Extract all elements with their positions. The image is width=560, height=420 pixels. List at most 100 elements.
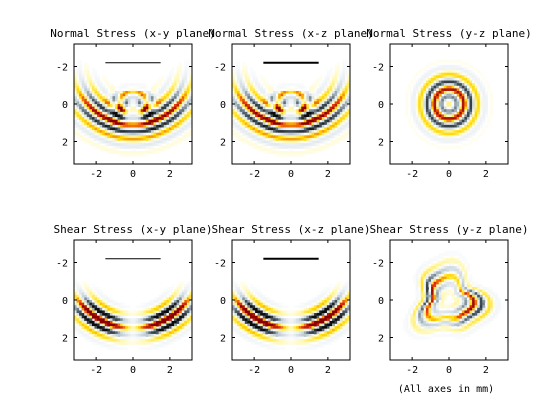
heatmap-cell (242, 336, 246, 340)
heatmap-cell (115, 122, 119, 126)
heatmap-cell (138, 93, 142, 97)
heatmap-cell (174, 286, 178, 290)
heatmap-cell (423, 132, 427, 136)
heatmap-cell (76, 80, 80, 84)
heatmap-cell (122, 124, 126, 128)
heatmap-cell (234, 104, 238, 108)
heatmap-cell (469, 101, 473, 105)
heatmap-cell (242, 331, 246, 335)
heatmap-cell (239, 122, 243, 126)
heatmap-cell (456, 75, 460, 79)
heatmap-cell (482, 106, 486, 110)
heatmap-cell (171, 117, 175, 121)
heatmap-cell (174, 326, 178, 330)
heatmap-cell (267, 339, 271, 343)
heatmap-cell (285, 333, 289, 337)
heatmap-cell (150, 307, 154, 311)
heatmap-cell (420, 80, 424, 84)
heatmap-cell (161, 328, 165, 332)
heatmap-cell (466, 85, 470, 89)
heatmap-cell (278, 137, 282, 141)
heatmap-cell (257, 130, 261, 134)
heatmap-cell (459, 127, 463, 131)
heatmap-cell (94, 93, 98, 97)
heatmap-cell (135, 326, 139, 330)
heatmap-cell (316, 140, 320, 144)
heatmap-cell (153, 331, 157, 335)
heatmap-cell (94, 313, 98, 317)
heatmap-cell (420, 90, 424, 94)
heatmap-cell (454, 109, 458, 113)
heatmap-cell (464, 93, 468, 97)
heatmap-cell (81, 130, 85, 134)
heatmap-cell (237, 62, 241, 66)
heatmap-cell (314, 111, 318, 115)
heatmap-cell (267, 109, 271, 113)
heatmap-cell (337, 106, 341, 110)
heatmap-cell (249, 109, 253, 113)
heatmap-cell (298, 101, 302, 105)
heatmap-cell (285, 339, 289, 343)
heatmap-cell (127, 339, 131, 343)
heatmap-cell (239, 313, 243, 317)
heatmap-cell (247, 305, 251, 309)
heatmap-cell (326, 315, 330, 319)
heatmap-cell (150, 88, 154, 92)
heatmap-cell (117, 132, 121, 136)
heatmap-cell (454, 117, 458, 121)
heatmap-cell (140, 341, 144, 345)
heatmap-cell (143, 83, 147, 87)
heatmap-cell (319, 307, 323, 311)
heatmap-cell (148, 132, 152, 136)
heatmap-cell (94, 104, 98, 108)
heatmap-cell (301, 336, 305, 340)
heatmap-cell (186, 135, 190, 139)
heatmap-cell (466, 119, 470, 123)
heatmap-cell (433, 109, 437, 113)
heatmap-cell (161, 127, 165, 131)
heatmap-cell (145, 101, 149, 105)
heatmap-cell (122, 331, 126, 335)
heatmap-cell (81, 104, 85, 108)
heatmap-cell (237, 90, 241, 94)
heatmap-cell (112, 140, 116, 144)
heatmap-cell (459, 67, 463, 71)
heatmap-cell (130, 148, 134, 152)
heatmap-cell (91, 72, 95, 76)
heatmap-cell (265, 339, 269, 343)
heatmap-cell (186, 101, 190, 105)
heatmap-cell (104, 333, 108, 337)
heatmap-cell (89, 101, 93, 105)
heatmap-cell (184, 305, 188, 309)
heatmap-cell (232, 313, 235, 317)
heatmap-cell (143, 310, 147, 314)
heatmap-cell (150, 344, 154, 348)
heatmap-cell (316, 336, 320, 340)
heatmap-cell (120, 318, 124, 322)
heatmap-cell (163, 336, 167, 340)
heatmap-cell (344, 72, 348, 76)
heatmap-cell (158, 83, 162, 87)
heatmap-cell (314, 127, 318, 131)
heatmap-cell (120, 346, 124, 350)
heatmap-cell (464, 111, 468, 115)
heatmap-cell (441, 88, 445, 92)
heatmap-cell (74, 302, 77, 306)
heatmap-cell (179, 289, 183, 293)
heatmap-cell (446, 93, 450, 97)
heatmap-cell (91, 124, 95, 128)
heatmap-cell (125, 339, 129, 343)
heatmap-cell (161, 77, 165, 81)
heatmap-cell (156, 302, 160, 306)
heatmap-cell (456, 104, 460, 108)
heatmap-cell (441, 145, 445, 149)
heatmap-cell (252, 300, 256, 304)
heatmap-cell (112, 331, 116, 335)
heatmap-cell (265, 346, 269, 350)
heatmap-cell (91, 88, 95, 92)
heatmap-cell (326, 331, 330, 335)
heatmap-cell (166, 119, 170, 123)
heatmap-cell (298, 318, 302, 322)
heatmap-cell (344, 70, 348, 74)
heatmap-cell (344, 83, 348, 87)
